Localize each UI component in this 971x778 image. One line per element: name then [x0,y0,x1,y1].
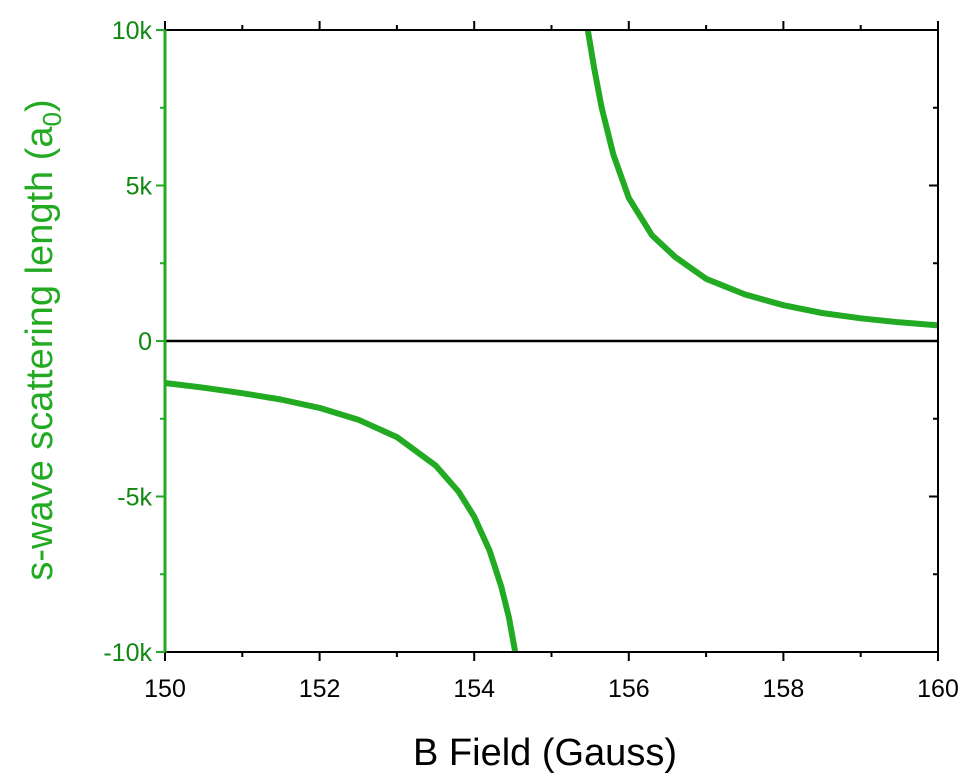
x-axis-title: B Field (Gauss) [413,732,677,774]
y-axis-title-suffix: ) [19,99,61,112]
y-tick-label: -10k [103,639,152,667]
y-tick-label: -5k [117,484,152,512]
series-line-segment-2 [584,29,939,329]
y-axis-title: s-wave scattering length (a0) [19,99,67,580]
x-tick-label: 156 [608,675,650,703]
x-tick-label: 160 [917,675,959,703]
y-axis-title-main: s-wave scattering length (a [19,126,61,581]
y-tick-label: 0 [138,328,152,356]
x-tick-label: 158 [763,675,805,703]
series-line-segment-1 [164,380,519,653]
x-tick-label: 154 [453,675,495,703]
y-tick-label: 10k [112,17,153,45]
x-tick-label: 152 [299,675,341,703]
x-tick-label: 150 [144,675,186,703]
y-tick-label: 5k [126,173,153,201]
y-axis-title-subscript: 0 [37,112,67,126]
